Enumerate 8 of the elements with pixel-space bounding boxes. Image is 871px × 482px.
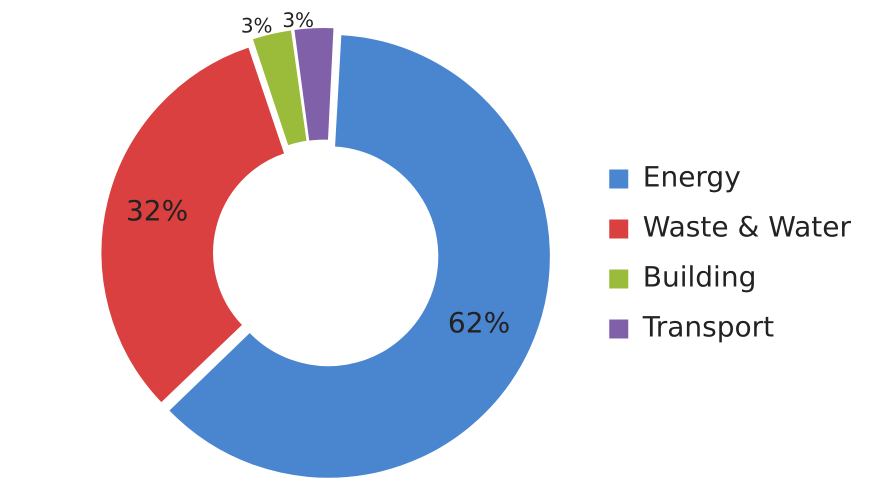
legend-label: Building [642,260,756,294]
data-label: 62% [448,306,510,340]
data-label: 3% [282,8,314,32]
legend-label: Transport [642,310,774,344]
data-label: 32% [126,194,188,228]
data-label: 3% [240,14,273,38]
legend-label: Waste & Water [642,210,852,244]
legend-label: Energy [642,160,741,194]
